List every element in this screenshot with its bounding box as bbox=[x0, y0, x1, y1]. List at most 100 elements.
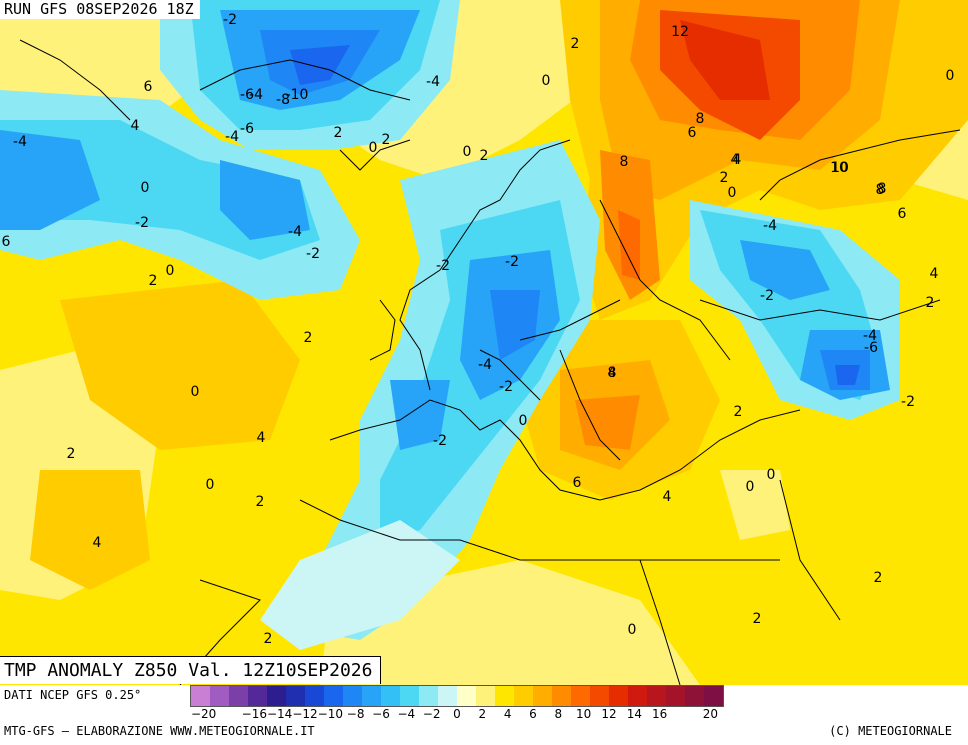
contour-label: 2 bbox=[67, 446, 76, 462]
color-scale-cell bbox=[324, 686, 343, 706]
contour-label: 0 bbox=[519, 413, 528, 429]
legend-footer: DATI NCEP GFS 0.25° −20 −16 −14 −12 −10 −8 −6−… bbox=[0, 685, 968, 745]
contour-label: 6 bbox=[898, 206, 907, 222]
credit-left: MTG-GFS — ELABORAZIONE WWW.METEOGIORNALE… bbox=[4, 724, 315, 738]
color-scale-cell bbox=[267, 686, 286, 706]
contour-label: 6 bbox=[573, 475, 582, 491]
temperature-anomaly-map: -2 -6 -4 -8 -10 -4 6 4 -4 -6 -4 0 2 0 2 0 -2 -4 -2 6 0 2 2 0 4 2 0… bbox=[0, 0, 968, 685]
color-scale-tick: 6 bbox=[529, 707, 537, 721]
color-scale-cell bbox=[590, 686, 609, 706]
contour-label: -6 bbox=[864, 340, 878, 356]
contour-label: -10 bbox=[286, 87, 309, 103]
contour-label: 8 bbox=[620, 154, 629, 170]
contour-label: -6 bbox=[240, 121, 254, 137]
color-scale-tick: −14 bbox=[266, 707, 293, 721]
color-scale-cell bbox=[305, 686, 324, 706]
contour-label: -4 bbox=[13, 134, 27, 150]
color-scale-bar bbox=[190, 685, 724, 707]
contour-label: 6 bbox=[144, 79, 153, 95]
color-scale-cell bbox=[476, 686, 495, 706]
coastlines bbox=[19, 39, 961, 685]
contour-label: 2 bbox=[720, 170, 729, 186]
contour-label: 0 bbox=[542, 73, 551, 89]
contour-label: 2 bbox=[571, 36, 580, 52]
contour-label: 0 bbox=[206, 477, 215, 493]
contour-label: -4 bbox=[249, 87, 263, 103]
contour-label: 6 bbox=[2, 234, 11, 250]
contour-label: -2 bbox=[499, 379, 513, 395]
contour-label: 8 bbox=[878, 181, 887, 197]
contour-label: -4 bbox=[225, 129, 239, 145]
contour-label: 8 bbox=[876, 182, 885, 198]
color-scale-cell bbox=[647, 686, 666, 706]
contour-label: 4 bbox=[733, 152, 742, 168]
color-scale-cell bbox=[457, 686, 476, 706]
run-label: RUN GFS 08SEP2026 18Z bbox=[0, 0, 200, 19]
color-scale-cell bbox=[609, 686, 628, 706]
color-scale-cell bbox=[666, 686, 685, 706]
contour-label: 10 bbox=[831, 160, 849, 176]
color-scale-tick: 16 bbox=[652, 707, 668, 721]
color-scale-tick: −10 bbox=[317, 707, 343, 721]
contour-label: -4 bbox=[288, 224, 302, 240]
map-title: TMP ANOMALY Z850 Val. 12Z10SEP2026 bbox=[0, 656, 382, 684]
color-scale-cell bbox=[362, 686, 381, 706]
contour-label: -2 bbox=[135, 215, 149, 231]
contour-label: 0 bbox=[191, 384, 200, 400]
contour-label: 2 bbox=[734, 404, 743, 420]
contour-label: -2 bbox=[901, 394, 915, 410]
contour-label: 0 bbox=[728, 185, 737, 201]
contour-label: 8 bbox=[696, 111, 705, 127]
contour-label: 0 bbox=[946, 68, 955, 84]
color-scale-tick: 2 bbox=[478, 707, 487, 721]
contour-label: -4 bbox=[478, 357, 492, 373]
contour-label: 10 bbox=[830, 160, 848, 176]
color-scale-cell bbox=[571, 686, 590, 706]
contour-label: -6 bbox=[240, 87, 254, 103]
contour-label: 2 bbox=[480, 148, 489, 164]
contour-label: -2 bbox=[433, 433, 447, 449]
contour-label: 2 bbox=[874, 570, 883, 586]
color-scale-cell bbox=[343, 686, 362, 706]
contour-label: -2 bbox=[306, 246, 320, 262]
color-scale-ticks: −20 −16 −14 −12 −10 −8 −6 −4 −2 0 2 4 6 8 10 12 14 16 20 bbox=[190, 707, 968, 723]
color-scale-cell bbox=[514, 686, 533, 706]
color-scale-tick: 14 bbox=[626, 707, 642, 721]
color-scale-cell bbox=[552, 686, 571, 706]
contour-label: 4 bbox=[131, 118, 140, 134]
color-scale-cell bbox=[495, 686, 514, 706]
contour-label: 8 bbox=[608, 365, 617, 381]
color-scale-cell bbox=[419, 686, 438, 706]
contour-label: 0 bbox=[463, 144, 472, 160]
contour-label: -2 bbox=[223, 12, 237, 28]
contour-label: 12 bbox=[671, 24, 689, 40]
contour-label: -2 bbox=[436, 258, 450, 274]
color-scale-tick: 0 bbox=[453, 707, 461, 721]
contour-label: 4 bbox=[663, 489, 672, 505]
contour-label: 4 bbox=[93, 535, 102, 551]
color-scale-tick: −16 bbox=[241, 707, 267, 721]
credit-right: (C) METEOGIORNALE bbox=[829, 724, 952, 738]
color-scale-cell bbox=[210, 686, 229, 706]
contour-label: 2 bbox=[304, 330, 313, 346]
color-scale-tick: −4 bbox=[397, 707, 416, 721]
contour-label: -8 bbox=[276, 92, 290, 108]
color-scale-tick: −8 bbox=[346, 707, 365, 721]
contour-label: 0 bbox=[767, 467, 776, 483]
color-scale-cell bbox=[191, 686, 210, 706]
contour-label: -4 bbox=[763, 218, 777, 234]
contour-label: 4 bbox=[608, 365, 617, 381]
color-scale-cell bbox=[286, 686, 305, 706]
contour-label: -2 bbox=[505, 254, 519, 270]
contour-label: 0 bbox=[166, 263, 175, 279]
contour-label: 6 bbox=[688, 125, 697, 141]
contour-label: 0 bbox=[369, 140, 378, 156]
data-source: DATI NCEP GFS 0.25° bbox=[4, 688, 142, 702]
color-scale-cell bbox=[685, 686, 704, 706]
color-scale-cell bbox=[248, 686, 267, 706]
contour-label: 2 bbox=[149, 273, 158, 289]
color-scale-tick: −2 bbox=[422, 707, 441, 721]
contour-label: -2 bbox=[760, 288, 774, 304]
contour-label: 2 bbox=[926, 295, 935, 311]
